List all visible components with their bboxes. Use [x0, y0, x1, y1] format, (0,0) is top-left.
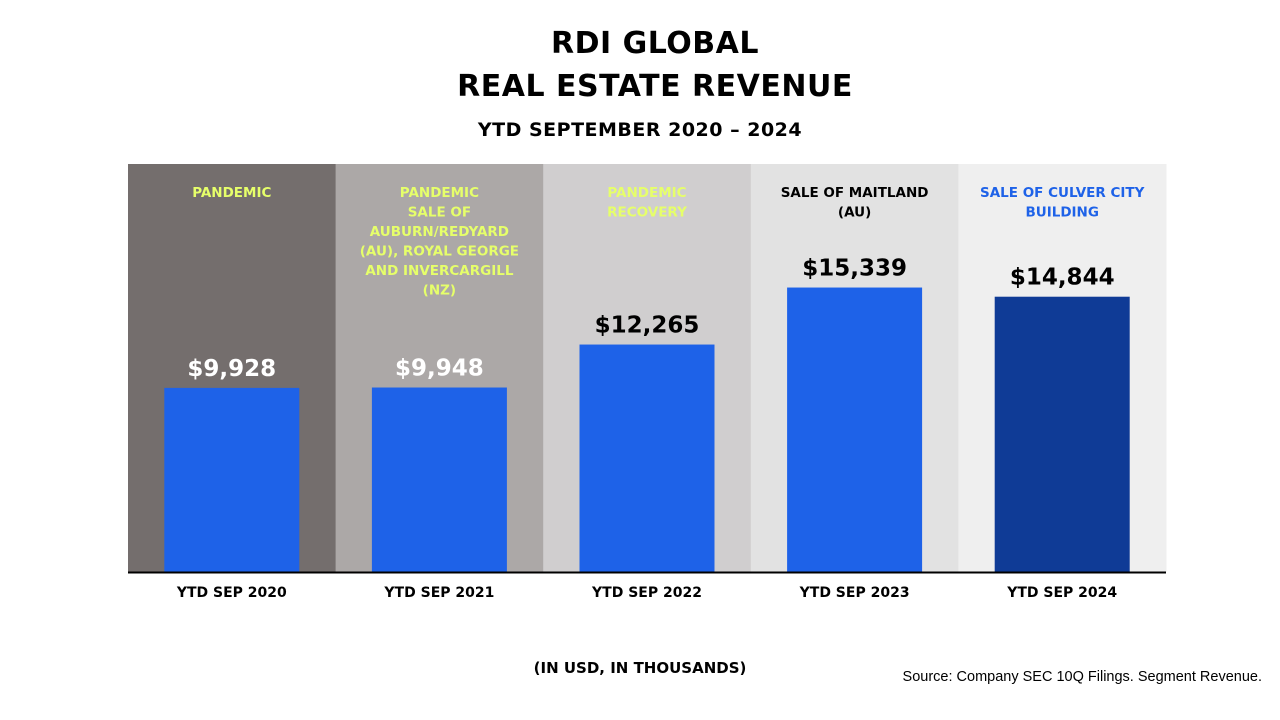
data-label: $9,928: [187, 356, 276, 382]
x-tick-label: YTD SEP 2023: [799, 585, 910, 601]
units-note: (IN USD, IN THOUSANDS): [533, 659, 747, 677]
band-annotation: PANDEMIC: [400, 185, 479, 201]
bar: [579, 344, 715, 572]
source-note: Source: Company SEC 10Q Filings. Segment…: [902, 669, 1262, 685]
bar: [994, 296, 1130, 572]
band-annotation: RECOVERY: [607, 205, 687, 221]
data-label: $15,339: [802, 256, 907, 282]
band-annotation: SALE OF: [408, 205, 471, 221]
band-annotation: AND INVERCARGILL: [365, 263, 513, 279]
data-label: $9,948: [395, 356, 484, 382]
data-label: $12,265: [595, 313, 700, 339]
bar: [787, 287, 923, 572]
chart-title-line-1: RDI GLOBAL: [551, 26, 759, 61]
x-tick-label: YTD SEP 2020: [176, 585, 287, 601]
bar: [164, 387, 300, 572]
bar: [371, 387, 507, 572]
band-annotation: BUILDING: [1025, 205, 1099, 221]
chart-title-line-2: REAL ESTATE REVENUE: [457, 69, 853, 104]
band-annotation: PANDEMIC: [607, 185, 686, 201]
band-annotation: SALE OF MAITLAND: [781, 185, 929, 201]
band-annotation: (NZ): [423, 283, 456, 299]
x-tick-label: YTD SEP 2022: [591, 585, 702, 601]
data-label: $14,844: [1010, 265, 1115, 291]
band-annotation: PANDEMIC: [192, 185, 271, 201]
band-annotation: (AU): [838, 205, 871, 221]
x-tick-label: YTD SEP 2021: [383, 585, 494, 601]
band-annotation: SALE OF CULVER CITY: [980, 185, 1145, 201]
band-annotation: AUBURN/REDYARD: [370, 224, 509, 240]
band-annotation: (AU), ROYAL GEORGE: [360, 244, 519, 260]
chart-subtitle: YTD SEPTEMBER 2020 – 2024: [477, 119, 803, 141]
x-tick-label: YTD SEP 2024: [1006, 585, 1117, 601]
